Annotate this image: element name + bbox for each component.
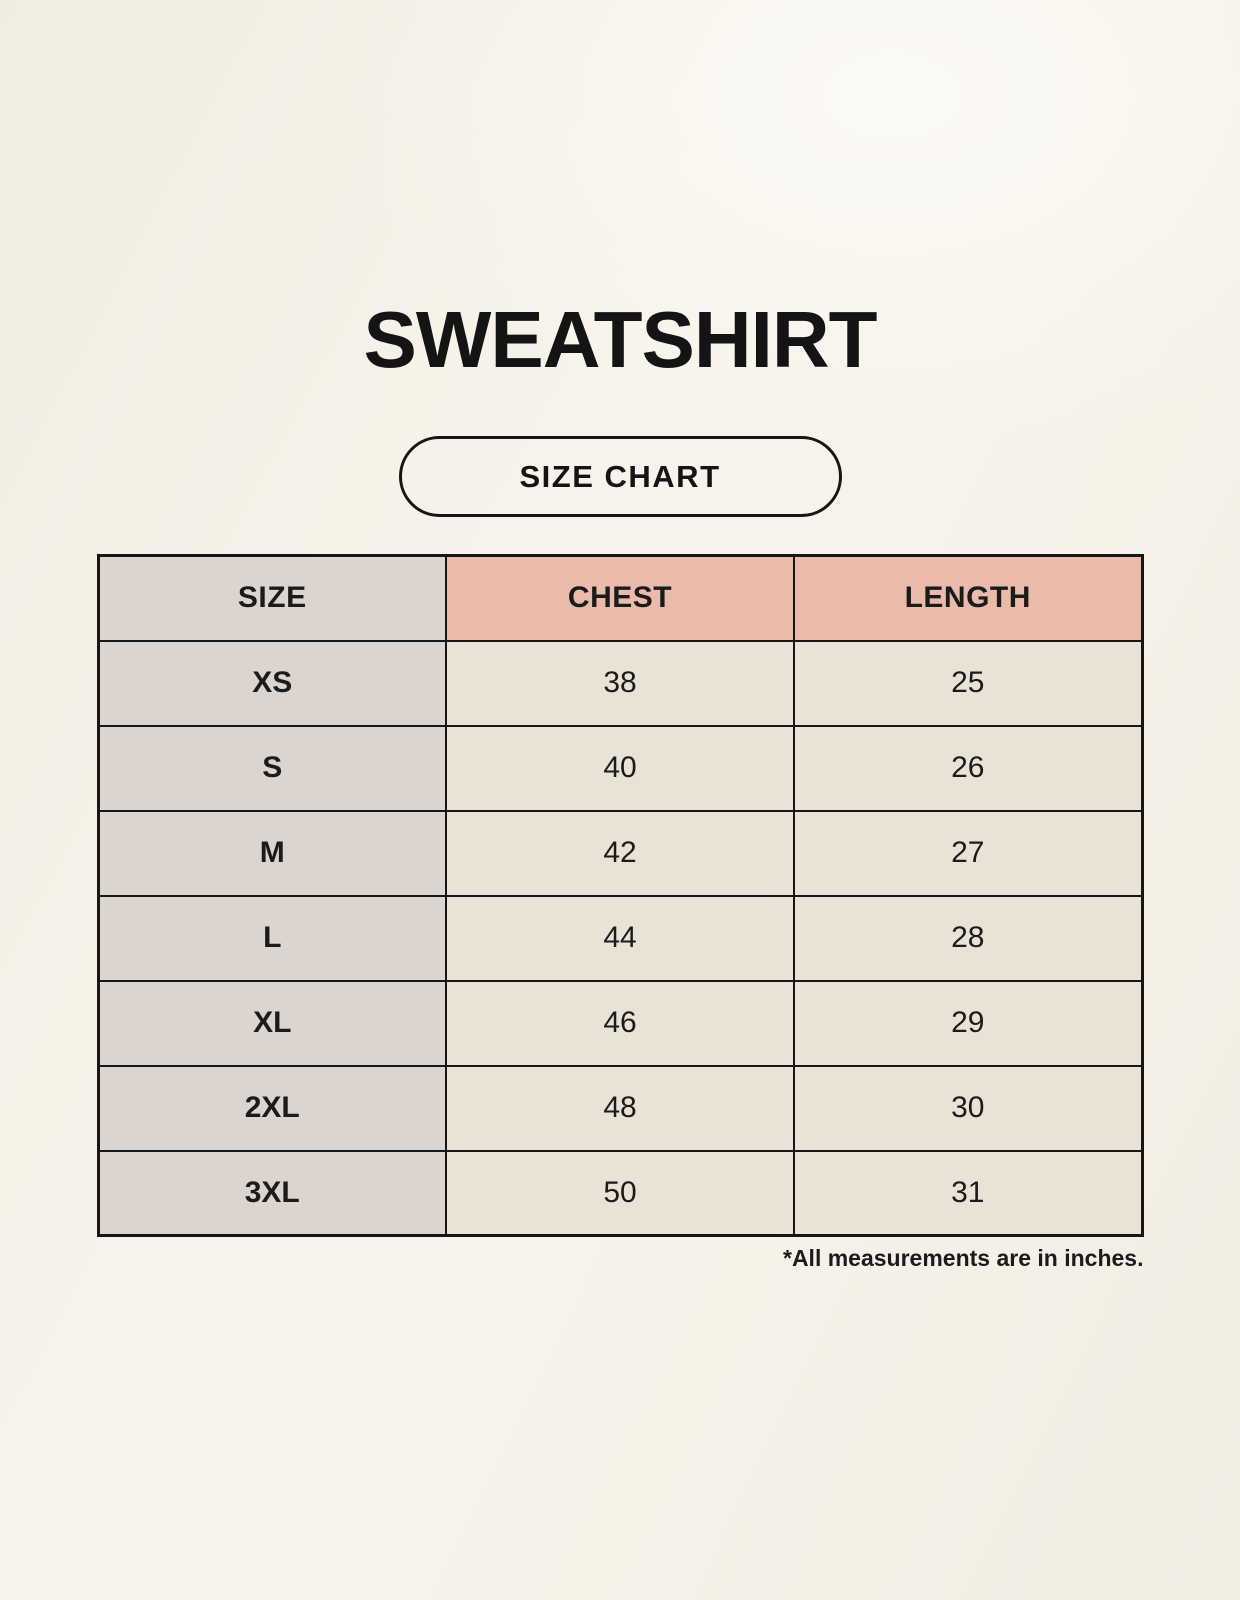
chest-value: 38 — [445, 639, 795, 727]
chest-value: 40 — [445, 724, 795, 812]
badge-container: SIZE CHART — [0, 436, 1240, 517]
size-label: XL — [97, 979, 447, 1067]
size-label: S — [97, 724, 447, 812]
table-row: 2XL 48 30 — [97, 1064, 1143, 1152]
length-value: 29 — [793, 979, 1143, 1067]
length-value: 27 — [793, 809, 1143, 897]
column-header-chest: CHEST — [445, 554, 795, 642]
table-row: XS 38 25 — [97, 639, 1143, 727]
size-label: XS — [97, 639, 447, 727]
length-value: 28 — [793, 894, 1143, 982]
table-row: S 40 26 — [97, 724, 1143, 812]
size-label: L — [97, 894, 447, 982]
length-value: 31 — [793, 1149, 1143, 1237]
size-label: 3XL — [97, 1149, 447, 1237]
column-header-length: LENGTH — [793, 554, 1143, 642]
size-table-container: SIZE CHEST LENGTH XS 38 25 S 40 26 M — [96, 554, 1144, 1272]
length-value: 26 — [793, 724, 1143, 812]
size-label: M — [97, 809, 447, 897]
length-value: 30 — [793, 1064, 1143, 1152]
table-row: L 44 28 — [97, 894, 1143, 982]
table-row: XL 46 29 — [97, 979, 1143, 1067]
chest-value: 46 — [445, 979, 795, 1067]
chest-value: 42 — [445, 809, 795, 897]
size-chart-badge: SIZE CHART — [398, 436, 842, 517]
measurements-footnote: *All measurements are in inches. — [783, 1245, 1144, 1271]
size-label: 2XL — [97, 1064, 447, 1152]
size-table: SIZE CHEST LENGTH XS 38 25 S 40 26 M — [96, 554, 1144, 1237]
page-title: SWEATSHIRT — [363, 295, 878, 384]
table-header-row: SIZE CHEST LENGTH — [97, 554, 1143, 642]
length-value: 25 — [793, 639, 1143, 727]
table-row: 3XL 50 31 — [97, 1149, 1143, 1237]
chest-value: 48 — [445, 1064, 795, 1152]
column-header-size: SIZE — [97, 554, 447, 642]
table-row: M 42 27 — [97, 809, 1143, 897]
chest-value: 44 — [445, 894, 795, 982]
chest-value: 50 — [445, 1149, 795, 1237]
